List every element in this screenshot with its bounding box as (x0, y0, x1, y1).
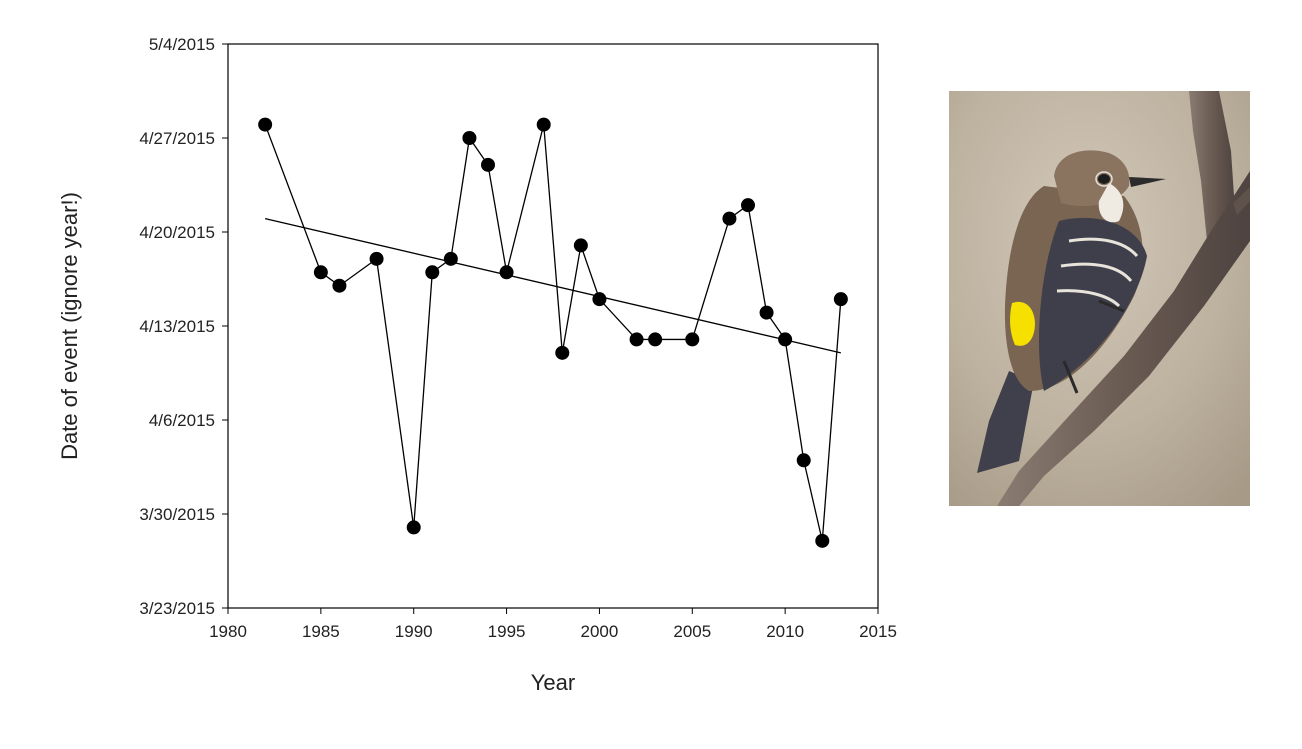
x-tick-label: 2005 (673, 622, 711, 641)
data-point (741, 198, 755, 213)
data-point (778, 332, 793, 347)
bird-eye (1098, 174, 1110, 184)
x-tick-label: 2015 (859, 622, 897, 641)
trendline (264, 217, 842, 354)
branch-main (997, 171, 1250, 506)
data-point (443, 251, 458, 266)
bird-beak (1129, 177, 1166, 187)
data-point (796, 453, 811, 468)
data-point (685, 332, 700, 347)
wing-bars (1056, 237, 1139, 308)
bird-legs (1062, 299, 1125, 394)
y-axis-title: Date of event (ignore year!) (57, 192, 82, 460)
y-axis: 3/23/2015 3/30/2015 4/6/2015 4/13/2015 4/20/… (139, 35, 228, 618)
x-tick-label: 1995 (488, 622, 526, 641)
x-tick-label: 1990 (395, 622, 433, 641)
y-tick-label: 4/20/2015 (139, 223, 215, 242)
y-tick-label: 4/27/2015 (139, 129, 215, 148)
y-tick-label: 4/6/2015 (149, 411, 215, 430)
data-points (258, 117, 848, 548)
data-point (258, 117, 273, 132)
branch-twig (1233, 187, 1250, 215)
x-axis-title: Year (531, 670, 575, 695)
bird-throat (1098, 183, 1124, 223)
data-point (536, 117, 551, 132)
x-axis: 1980 1985 1990 1995 2000 2005 2010 2015 (209, 608, 897, 641)
x-tick-label: 2010 (766, 622, 804, 641)
data-point (629, 332, 644, 347)
data-point (573, 238, 588, 253)
chart: 1980 1985 1990 1995 2000 2005 2010 2015 3/23/20… (57, 35, 897, 695)
data-point (592, 292, 607, 307)
data-point (369, 251, 384, 266)
data-point (313, 265, 328, 280)
eye-ring (1095, 171, 1113, 187)
y-tick-label: 3/23/2015 (139, 599, 215, 618)
data-point (833, 292, 848, 307)
data-point (815, 533, 830, 548)
data-point (648, 332, 663, 347)
data-point (481, 157, 495, 172)
data-point (759, 305, 774, 320)
y-tick-label: 4/13/2015 (139, 317, 215, 336)
bird-rump-patch (1010, 301, 1035, 346)
x-tick-label: 1985 (302, 622, 340, 641)
data-point (722, 211, 737, 226)
x-tick-label: 1980 (209, 622, 247, 641)
bird-tail (977, 371, 1034, 473)
data-point (406, 520, 421, 535)
data-point (332, 278, 347, 293)
plot-frame (227, 43, 879, 609)
data-point (555, 345, 570, 360)
data-point (462, 131, 477, 145)
data-point (425, 265, 440, 280)
y-tick-label: 5/4/2015 (149, 35, 215, 54)
y-tick-label: 3/30/2015 (139, 505, 215, 524)
data-point (499, 265, 514, 280)
bird-wing (1039, 217, 1147, 391)
x-tick-label: 2000 (581, 622, 619, 641)
bird-photo (949, 91, 1250, 506)
